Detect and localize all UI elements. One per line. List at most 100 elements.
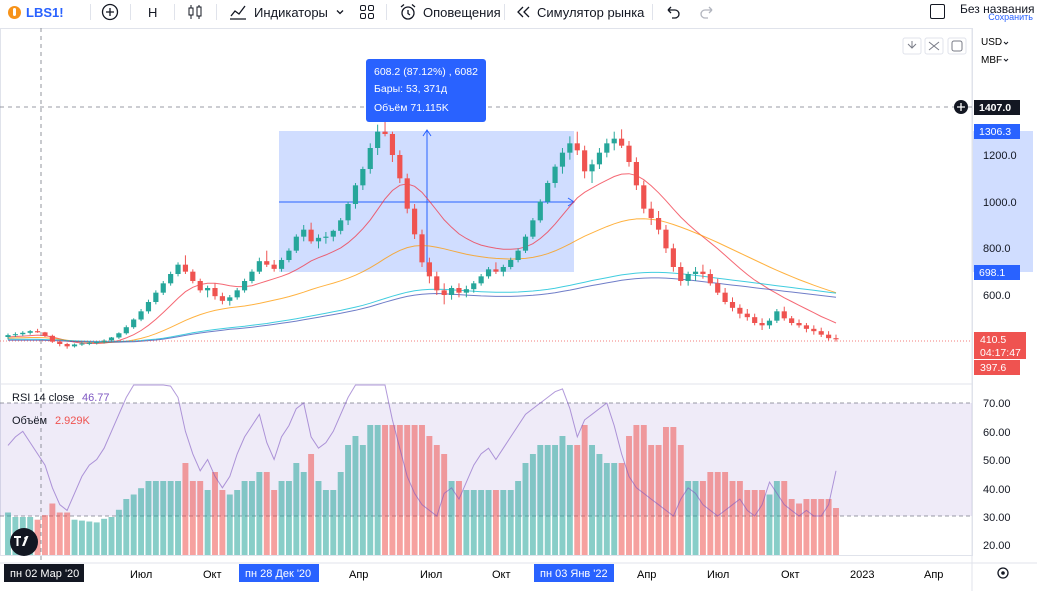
candle-body — [582, 150, 588, 172]
unit-label[interactable]: MBF — [981, 55, 1002, 66]
chart-type-button[interactable] — [186, 0, 204, 24]
volume-bar — [138, 488, 145, 555]
volume-bar — [49, 503, 56, 555]
volume-bar — [544, 445, 551, 555]
volume-bar — [241, 481, 248, 555]
volume-bar — [529, 454, 536, 555]
candle-body — [160, 283, 166, 293]
candle-body — [522, 236, 529, 251]
undo-button[interactable] — [664, 0, 682, 24]
candle-body — [604, 143, 610, 153]
volume-bar — [411, 425, 418, 555]
volume-bar — [825, 499, 832, 555]
candle-body — [729, 302, 736, 308]
volume-bar — [359, 445, 366, 555]
compare-add-button[interactable] — [100, 0, 120, 24]
currency-label[interactable]: USD — [981, 37, 1002, 48]
candle-body — [774, 311, 780, 321]
candle-body — [352, 185, 359, 204]
candle-body — [168, 274, 174, 284]
candle-body — [707, 274, 713, 284]
redo-button[interactable] — [698, 0, 716, 24]
rsi-legend-value: 46.77 — [82, 392, 110, 404]
toolbar-separator — [130, 4, 131, 20]
candle-body — [463, 289, 469, 293]
settings-gear-icon[interactable] — [997, 567, 1009, 579]
close-icon — [928, 41, 940, 51]
range-bottom-text: 698.1 — [979, 267, 1005, 279]
candle-body — [241, 281, 248, 291]
candle-body — [345, 204, 351, 221]
volume-bar — [492, 490, 499, 555]
volume-bar — [426, 436, 433, 555]
candle-body — [515, 250, 521, 260]
candle-body — [20, 332, 26, 335]
tooltip-line2: Бары: 53, 371д — [374, 83, 447, 95]
pane-maximize-button[interactable] — [947, 37, 967, 55]
range-end-date-label — [534, 564, 614, 582]
candle-body — [796, 323, 802, 326]
replay-button[interactable]: Симулятор рынка — [514, 0, 644, 24]
volume-bar — [182, 463, 189, 555]
chevron-down-icon — [336, 10, 344, 15]
layout-checkbox[interactable] — [930, 4, 945, 19]
logo-mark — [14, 536, 29, 546]
candle-body — [663, 229, 669, 249]
templates-button[interactable] — [358, 0, 376, 24]
volume-bar — [692, 481, 699, 555]
volume-bar — [152, 481, 159, 555]
maximize-icon — [951, 40, 963, 52]
indicators-button[interactable]: Индикаторы — [228, 0, 328, 24]
candle-body — [789, 318, 795, 323]
volume-bar — [463, 490, 470, 555]
symbol-search-button[interactable]: LBS1! — [8, 0, 64, 24]
time-label-5: Окт — [492, 569, 511, 581]
ma-long-line — [8, 277, 837, 343]
layout-title[interactable]: Без названия — [960, 2, 1035, 16]
undo-icon — [667, 6, 680, 19]
volume-bar — [796, 503, 802, 555]
indicators-dropdown-button[interactable] — [334, 0, 346, 24]
volume-bar — [759, 490, 766, 555]
volume-bar — [256, 472, 263, 555]
logo-dot — [24, 536, 27, 540]
candle-body — [648, 208, 654, 218]
volume-bar — [322, 490, 329, 555]
range-top-label — [974, 124, 1020, 139]
range-scale-highlight — [973, 131, 1033, 272]
volume-legend-name[interactable]: Объём — [12, 415, 47, 427]
candle-body — [286, 250, 292, 260]
chart-canvas[interactable]: 608.2 (87.12%) , 6082 Бары: 53, 371д Объ… — [0, 28, 1037, 591]
volume-bar — [803, 499, 810, 555]
price-tick-2: 1000.0 — [983, 197, 1017, 209]
candle-body — [485, 269, 492, 277]
alerts-label: Оповещения — [423, 4, 501, 20]
candle-body — [49, 335, 55, 342]
range-bottom-label — [974, 265, 1020, 280]
volume-bar — [78, 520, 85, 555]
rsi-polyline — [7, 384, 837, 517]
volume-bar — [175, 481, 181, 555]
interval-button[interactable]: H — [148, 0, 157, 24]
volume-bar — [271, 490, 278, 555]
time-label-7: Июл — [707, 569, 729, 581]
time-label-10: Апр — [924, 569, 943, 581]
volume-bar — [234, 490, 241, 555]
volume-bars — [5, 425, 839, 555]
alerts-button[interactable]: Оповещения — [398, 0, 501, 24]
rsi-legend-name[interactable]: RSI 14 close — [12, 392, 74, 404]
volume-bar — [315, 481, 322, 555]
candle-body — [101, 340, 107, 343]
volume-bar — [603, 463, 610, 555]
candle-body — [175, 264, 181, 274]
toolbar-separator — [216, 4, 217, 20]
candle-body — [123, 327, 129, 334]
volume-bar — [382, 425, 388, 555]
candle-body — [685, 274, 691, 281]
volume-bar — [197, 481, 204, 555]
candle-body — [94, 342, 100, 344]
save-link[interactable]: Сохранить — [988, 12, 1033, 22]
range-top-text: 1306.3 — [979, 126, 1011, 138]
candle-body — [530, 220, 536, 237]
redo-icon — [700, 6, 713, 19]
